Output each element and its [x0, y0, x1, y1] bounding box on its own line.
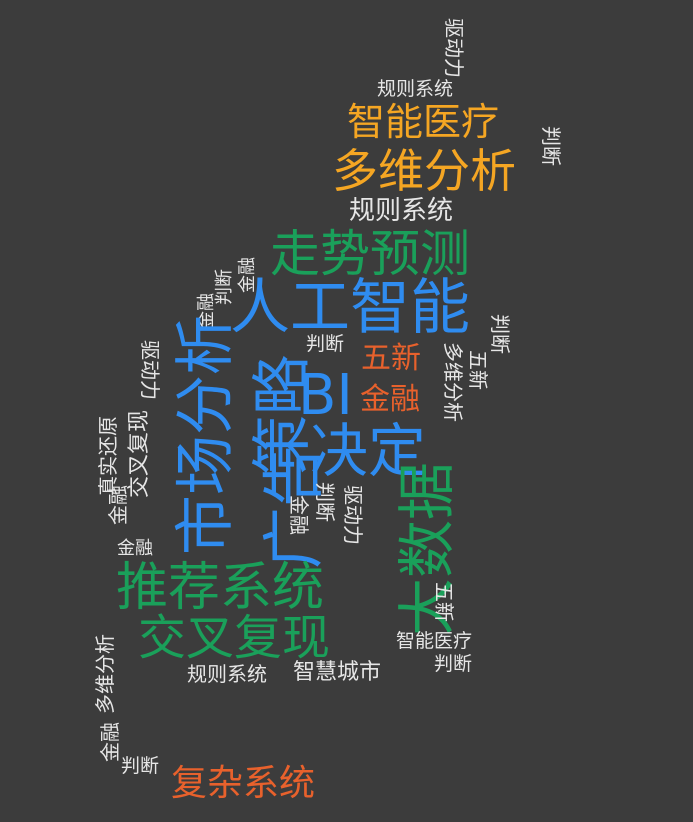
word-finance-3: 金融 — [106, 485, 130, 525]
word-finance-4: 金融 — [287, 495, 311, 535]
word-artificial-intelligence: 人工智能 — [230, 273, 470, 343]
word-multidim-analysis-orange: 多维分析 — [332, 144, 516, 198]
word-market-analysis: 市场分析 — [171, 315, 241, 555]
word-cross-reproduce-green: 交叉复现 — [138, 610, 331, 666]
word-rule-system-3: 规则系统 — [187, 662, 267, 686]
word-smart-medical-1: 智能医疗 — [396, 630, 473, 652]
word-multidim-analysis-1: 多维分析 — [441, 342, 465, 422]
word-judge-5: 判断 — [313, 482, 337, 522]
word-true-restore: 真实还原 — [96, 416, 120, 496]
word-smart-medical-orange: 智能医疗 — [347, 100, 500, 144]
word-finance-red: 金融 — [360, 382, 420, 417]
word-decision: 决定 — [310, 417, 427, 485]
word-judge-1: 判断 — [539, 126, 563, 166]
word-judge-6: 判断 — [434, 653, 473, 675]
word-five-new-red: 五新 — [361, 341, 421, 376]
word-driving-force-mid: 驱动力 — [341, 485, 365, 545]
word-recommend-system: 推荐系统 — [116, 558, 325, 618]
word-multidim-analysis-2: 多维分析 — [93, 634, 117, 714]
word-five-new-1: 五新 — [466, 350, 490, 390]
word-rule-system-2: 规则系统 — [349, 196, 454, 226]
word-five-new-2: 五新 — [432, 582, 456, 622]
word-bi: BI — [298, 363, 353, 428]
word-complex-system: 复杂系统 — [171, 763, 316, 804]
word-driving-force-top: 驱动力 — [442, 18, 466, 78]
word-finance-5: 金融 — [117, 538, 153, 559]
word-trend-forecast: 走势预测 — [270, 225, 470, 283]
word-finance-6: 金融 — [98, 722, 122, 762]
word-judge-3: 判断 — [488, 314, 512, 354]
word-judge-4: 判断 — [306, 333, 345, 355]
word-cross-reproduce-1: 交叉复现 — [127, 409, 153, 499]
word-rule-system-1: 规则系统 — [377, 78, 454, 100]
word-smart-city: 智慧城市 — [293, 660, 382, 685]
word-judge-7: 判断 — [121, 755, 160, 777]
word-driving-force-left: 驱动力 — [138, 340, 162, 400]
